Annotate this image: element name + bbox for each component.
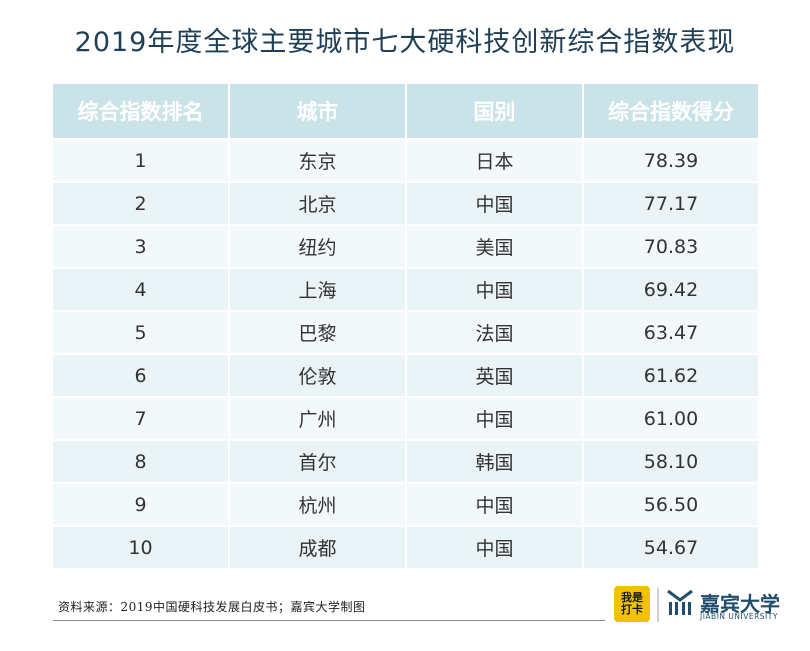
column-header: 综合指数排名: [53, 84, 230, 138]
university-logo-icon: [667, 589, 693, 615]
table-cell: 东京: [230, 138, 407, 181]
table-cell: 韩国: [407, 439, 584, 482]
table-cell: 北京: [230, 181, 407, 224]
table-row: 5 巴黎 法国 63.47: [53, 310, 758, 353]
table-row: 4 上海 中国 69.42: [53, 267, 758, 310]
table-cell: 中国: [407, 525, 584, 568]
table-row: 2 北京 中国 77.17: [53, 181, 758, 224]
table-cell: 4: [53, 267, 230, 310]
table-cell: 8: [53, 439, 230, 482]
ranking-table-container: 综合指数排名 城市 国别 综合指数得分 1 东京 日本 78.39 2 北京 中国 77.17 3 纽约…: [53, 84, 758, 568]
brand-name-cn: 嘉宾大学: [700, 592, 780, 616]
table-cell: 6: [53, 353, 230, 396]
table-cell: 伦敦: [230, 353, 407, 396]
table-row: 8 首尔 韩国 58.10: [53, 439, 758, 482]
table-row: 7 广州 中国 61.00: [53, 396, 758, 439]
table-cell: 中国: [407, 396, 584, 439]
table-cell: 70.83: [584, 224, 758, 267]
page-title: 2019年度全球主要城市七大硬科技创新综合指数表现: [74, 27, 736, 58]
table-cell: 中国: [407, 181, 584, 224]
table-cell: 5: [53, 310, 230, 353]
table-cell: 58.10: [584, 439, 758, 482]
table-row: 10 成都 中国 54.67: [53, 525, 758, 568]
table-row: 6 伦敦 英国 61.62: [53, 353, 758, 396]
column-header: 国别: [407, 84, 584, 138]
table-cell: 上海: [230, 267, 407, 310]
table-row: 3 纽约 美国 70.83: [53, 224, 758, 267]
footer-divider: [53, 620, 605, 621]
ranking-table: 综合指数排名 城市 国别 综合指数得分 1 东京 日本 78.39 2 北京 中国 77.17 3 纽约…: [53, 84, 758, 568]
table-cell: 63.47: [584, 310, 758, 353]
table-cell: 56.50: [584, 482, 758, 525]
table-cell: 广州: [230, 396, 407, 439]
table-cell: 首尔: [230, 439, 407, 482]
column-header: 综合指数得分: [584, 84, 758, 138]
table-cell: 10: [53, 525, 230, 568]
table-body: 1 东京 日本 78.39 2 北京 中国 77.17 3 纽约 美国 70.83 4 上海 中国 69.42…: [53, 138, 758, 568]
table-cell: 69.42: [584, 267, 758, 310]
table-cell: 7: [53, 396, 230, 439]
table-cell: 中国: [407, 267, 584, 310]
table-cell: 美国: [407, 224, 584, 267]
table-cell: 78.39: [584, 138, 758, 181]
badge-text: 我是 打卡: [621, 591, 643, 616]
table-cell: 成都: [230, 525, 407, 568]
table-header: 综合指数排名 城市 国别 综合指数得分: [53, 84, 758, 138]
table-cell: 法国: [407, 310, 584, 353]
table-cell: 纽约: [230, 224, 407, 267]
header-row: 综合指数排名 城市 国别 综合指数得分: [53, 84, 758, 138]
badge-logo: 我是 打卡: [614, 586, 650, 622]
table-cell: 1: [53, 138, 230, 181]
table-cell: 英国: [407, 353, 584, 396]
table-cell: 61.00: [584, 396, 758, 439]
table-cell: 9: [53, 482, 230, 525]
table-row: 9 杭州 中国 56.50: [53, 482, 758, 525]
source-note: 资料来源：2019中国硬科技发展白皮书；嘉宾大学制图: [58, 600, 366, 614]
table-cell: 77.17: [584, 181, 758, 224]
brand-name-en: JIABIN UNIVERSITY: [700, 612, 778, 621]
table-cell: 巴黎: [230, 310, 407, 353]
table-cell: 61.62: [584, 353, 758, 396]
column-header: 城市: [230, 84, 407, 138]
table-cell: 3: [53, 224, 230, 267]
table-cell: 杭州: [230, 482, 407, 525]
logo-divider: [657, 588, 659, 622]
table-row: 1 东京 日本 78.39: [53, 138, 758, 181]
table-cell: 日本: [407, 138, 584, 181]
table-cell: 中国: [407, 482, 584, 525]
table-cell: 54.67: [584, 525, 758, 568]
table-cell: 2: [53, 181, 230, 224]
